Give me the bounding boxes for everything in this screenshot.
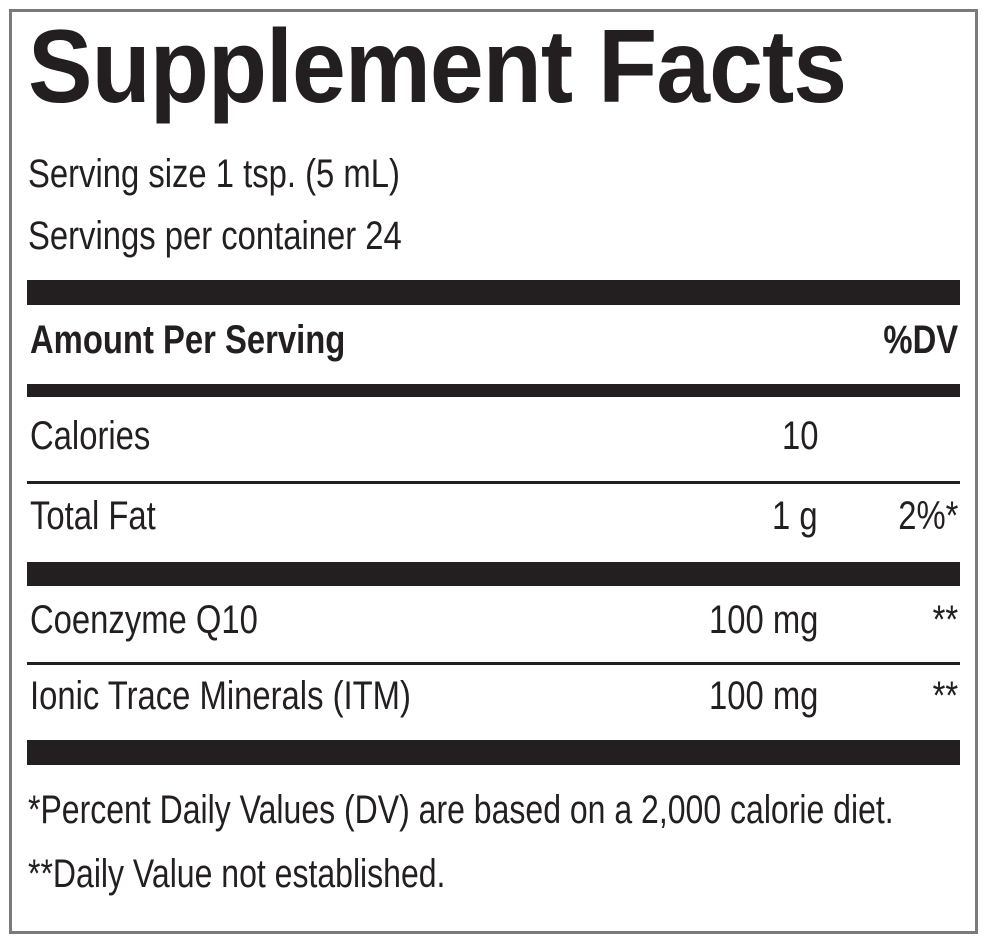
nutrient-name: Total Fat	[30, 494, 156, 538]
thick-divider	[27, 740, 960, 765]
label-title: Supplement Facts	[28, 9, 847, 125]
amount-per-serving-header: Amount Per Serving	[30, 318, 346, 362]
thin-divider	[27, 481, 960, 484]
thin-divider	[27, 662, 960, 665]
nutrient-name: Calories	[30, 414, 151, 458]
nutrient-name: Coenzyme Q10	[30, 598, 258, 642]
serving-size: Serving size 1 tsp. (5 mL)	[28, 152, 400, 196]
footnote-dv: *Percent Daily Values (DV) are based on …	[28, 788, 894, 832]
nutrient-amount: 10	[781, 414, 818, 458]
nutrient-dv: **	[932, 674, 958, 718]
medium-divider	[27, 384, 960, 397]
dv-header: %DV	[883, 318, 958, 362]
nutrient-amount: 1 g	[772, 494, 818, 538]
thick-divider	[27, 562, 960, 586]
thick-divider	[27, 280, 960, 305]
nutrient-amount: 100 mg	[708, 674, 818, 718]
nutrient-amount: 100 mg	[708, 598, 818, 642]
nutrient-dv: **	[932, 598, 958, 642]
nutrient-name: Ionic Trace Minerals (ITM)	[30, 674, 411, 718]
nutrient-dv: 2%*	[897, 494, 958, 538]
label-border	[9, 9, 978, 934]
servings-per-container: Servings per container 24	[28, 214, 402, 258]
footnote-not-established: **Daily Value not established.	[28, 852, 446, 896]
